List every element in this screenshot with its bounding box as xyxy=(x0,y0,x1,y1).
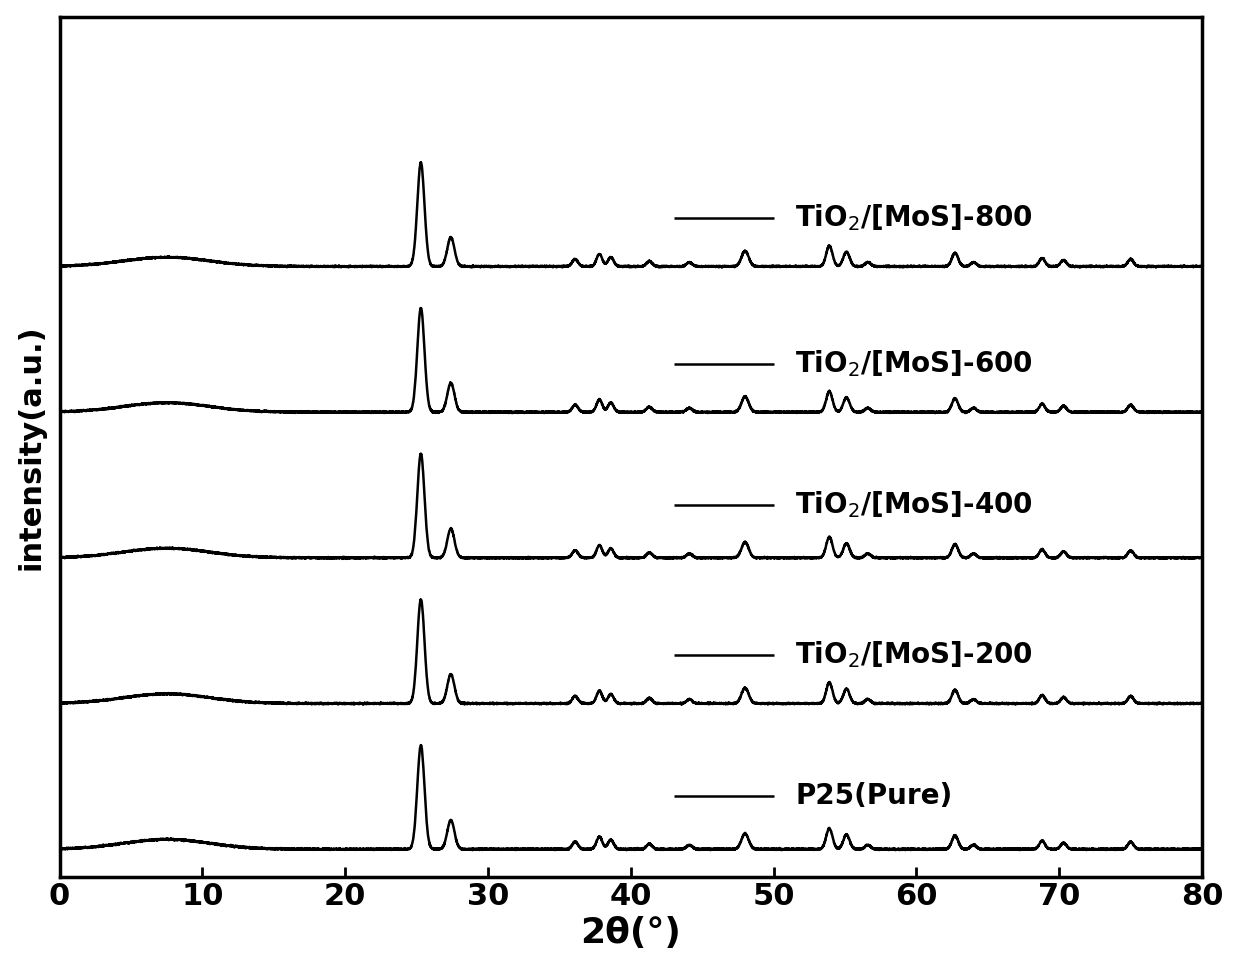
Text: TiO$_2$/[MoS]-600: TiO$_2$/[MoS]-600 xyxy=(795,348,1033,379)
Text: TiO$_2$/[MoS]-800: TiO$_2$/[MoS]-800 xyxy=(795,202,1033,233)
Text: TiO$_2$/[MoS]-400: TiO$_2$/[MoS]-400 xyxy=(795,489,1033,520)
Text: P25(Pure): P25(Pure) xyxy=(795,782,952,810)
X-axis label: 2θ(°): 2θ(°) xyxy=(580,917,681,951)
Y-axis label: intensity(a.u.): intensity(a.u.) xyxy=(16,324,46,570)
Text: TiO$_2$/[MoS]-200: TiO$_2$/[MoS]-200 xyxy=(795,639,1033,670)
